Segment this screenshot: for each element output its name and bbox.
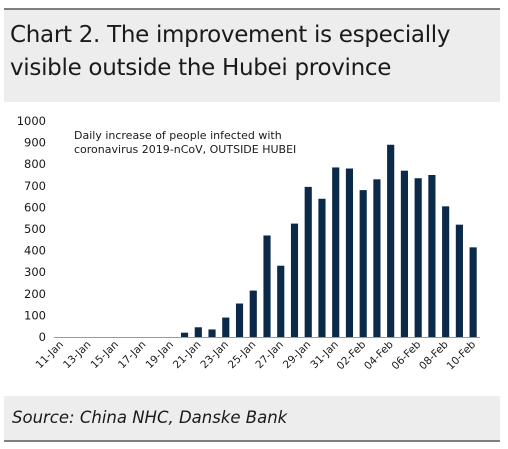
y-tick-label: 200: [24, 287, 46, 301]
bar-27-Jan: [277, 265, 285, 337]
bar-22-Jan: [208, 329, 216, 337]
bar-08-Feb: [442, 206, 450, 337]
bar-05-Feb: [400, 170, 408, 337]
bar-29-Jan: [304, 186, 312, 337]
source-panel: [4, 396, 500, 440]
x-tick-label: 02-Feb: [335, 338, 369, 372]
x-tick-label: 06-Feb: [390, 338, 424, 372]
chart-title-line-1: Chart 2. The improvement is especially: [10, 22, 451, 48]
bar-06-Feb: [414, 178, 422, 337]
y-tick-label: 600: [24, 200, 46, 214]
y-tick-label: 500: [24, 222, 46, 236]
x-tick-label: 10-Feb: [444, 338, 478, 372]
bar-25-Jan: [249, 290, 257, 337]
chart-title-line-2: visible outside the Hubei province: [10, 55, 392, 81]
x-tick-label: 13-Jan: [61, 339, 93, 371]
y-tick-label: 300: [24, 265, 46, 279]
y-tick-label: 400: [24, 244, 46, 258]
bar-01-Feb: [345, 168, 354, 337]
bar-28-Jan: [290, 223, 299, 337]
x-tick-label: 21-Jan: [171, 339, 203, 371]
x-tick-label: 08-Feb: [417, 338, 451, 372]
bottom-rule: [4, 440, 500, 442]
bar-02-Feb: [359, 190, 367, 337]
bar-23-Jan: [222, 317, 230, 337]
x-tick-label: 04-Feb: [362, 338, 396, 372]
x-tick-label: 23-Jan: [198, 339, 230, 371]
source-note: Source: China NHC, Danske Bank: [12, 408, 288, 427]
x-tick-label: 15-Jan: [88, 339, 120, 371]
bar-24-Jan: [235, 303, 244, 337]
x-tick-label: 27-Jan: [253, 339, 285, 371]
top-rule: [4, 8, 500, 10]
y-tick-label: 800: [24, 157, 46, 171]
bar-30-Jan: [318, 198, 326, 337]
bar-09-Feb: [455, 224, 463, 337]
bar-20-Jan: [180, 332, 189, 337]
chart-title: Chart 2. The improvement is especially v…: [10, 19, 500, 85]
y-tick-label: 900: [24, 136, 46, 150]
bar-04-Feb: [387, 144, 395, 337]
x-tick-label: 29-Jan: [281, 339, 313, 371]
bar-31-Jan: [332, 167, 340, 337]
bar-series: [180, 144, 477, 337]
x-axis: 11-Jan13-Jan15-Jan17-Jan19-Jan21-Jan23-J…: [34, 338, 479, 372]
y-axis: 0 100 200 300 400 500 600 700 800 900 1000: [17, 114, 46, 344]
bar-10-Feb: [469, 247, 477, 337]
x-tick-label: 25-Jan: [226, 339, 258, 371]
title-panel: [4, 10, 500, 102]
y-tick-label: 1000: [17, 114, 46, 128]
bar-03-Feb: [373, 179, 381, 337]
bar-26-Jan: [263, 235, 271, 337]
bar-chart: 0 100 200 300 400 500 600 700 800 900 1000 11-Jan1…: [17, 114, 480, 372]
bar-21-Jan: [194, 327, 202, 337]
x-tick-label: 17-Jan: [116, 339, 148, 371]
y-tick-label: 700: [24, 179, 46, 193]
chart-annotation-line-2: coronavirus 2019-nCoV, OUTSIDE HUBEI: [74, 143, 296, 156]
chart-annotation-line-1: Daily increase of people infected with: [74, 129, 282, 142]
x-tick-label: 19-Jan: [143, 339, 175, 371]
y-tick-label: 100: [24, 308, 46, 322]
bar-07-Feb: [428, 175, 436, 337]
y-tick-label: 0: [39, 330, 46, 344]
